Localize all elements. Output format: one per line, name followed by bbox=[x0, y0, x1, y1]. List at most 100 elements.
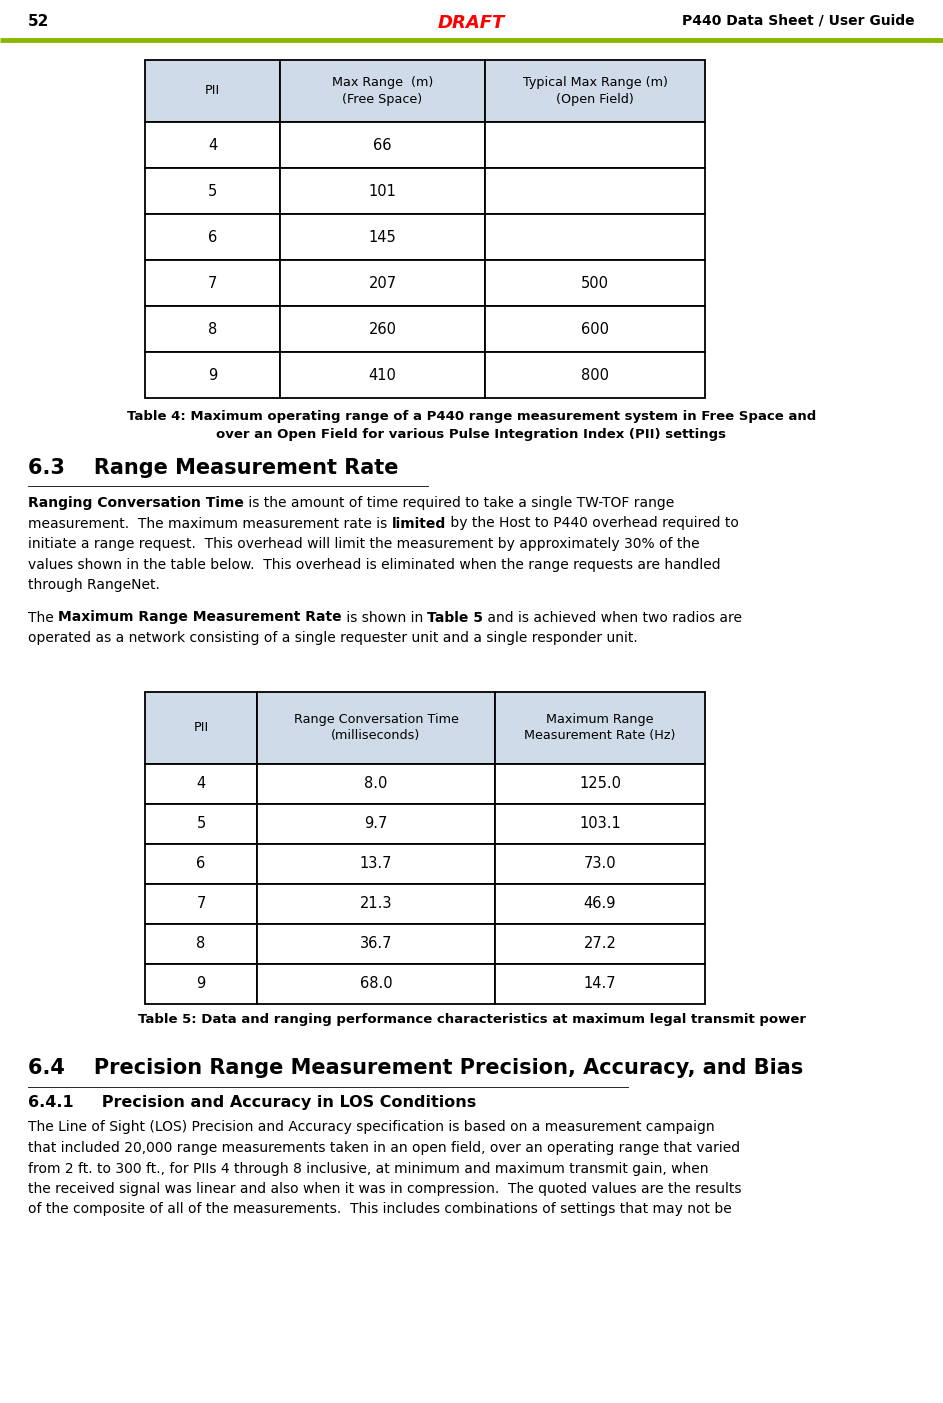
Text: initiate a range request.  This overhead will limit the measurement by approxima: initiate a range request. This overhead … bbox=[28, 537, 700, 551]
Text: 125.0: 125.0 bbox=[579, 776, 621, 791]
Bar bbox=[495, 804, 705, 843]
Text: 600: 600 bbox=[581, 321, 609, 337]
Text: 8: 8 bbox=[196, 936, 206, 951]
Text: Maximum Range
Measurement Rate (Hz): Maximum Range Measurement Rate (Hz) bbox=[524, 713, 676, 742]
Bar bbox=[495, 884, 705, 923]
Text: of the composite of all of the measurements.  This includes combinations of sett: of the composite of all of the measureme… bbox=[28, 1202, 732, 1216]
Bar bbox=[257, 964, 495, 1003]
Bar bbox=[280, 215, 485, 260]
Text: 6: 6 bbox=[196, 856, 206, 871]
Text: 6: 6 bbox=[207, 230, 217, 244]
Text: P440 Data Sheet / User Guide: P440 Data Sheet / User Guide bbox=[683, 14, 915, 28]
Text: 6.3    Range Measurement Rate: 6.3 Range Measurement Rate bbox=[28, 457, 399, 478]
Bar bbox=[495, 763, 705, 804]
Bar bbox=[280, 260, 485, 306]
Text: The Line of Sight (LOS) Precision and Accuracy specification is based on a measu: The Line of Sight (LOS) Precision and Ac… bbox=[28, 1121, 715, 1135]
Bar bbox=[485, 60, 705, 122]
Text: The: The bbox=[28, 610, 58, 624]
Bar bbox=[145, 215, 280, 260]
Text: and is achieved when two radios are: and is achieved when two radios are bbox=[484, 610, 742, 624]
Text: through RangeNet.: through RangeNet. bbox=[28, 578, 160, 592]
Bar bbox=[145, 884, 257, 923]
Text: 5: 5 bbox=[207, 184, 217, 198]
Text: PII: PII bbox=[193, 721, 208, 734]
Text: limited: limited bbox=[391, 516, 446, 530]
Text: 7: 7 bbox=[207, 275, 217, 290]
Bar bbox=[280, 168, 485, 215]
Text: 4: 4 bbox=[207, 137, 217, 153]
Text: PII: PII bbox=[205, 84, 220, 97]
Text: 8: 8 bbox=[207, 321, 217, 337]
Text: 410: 410 bbox=[369, 368, 396, 383]
Bar bbox=[485, 168, 705, 215]
Text: is the amount of time required to take a single TW-TOF range: is the amount of time required to take a… bbox=[244, 497, 674, 511]
Bar bbox=[257, 884, 495, 923]
Text: 9: 9 bbox=[207, 368, 217, 383]
Bar bbox=[257, 804, 495, 843]
Text: 8.0: 8.0 bbox=[364, 776, 388, 791]
Text: 4: 4 bbox=[196, 776, 206, 791]
Text: 800: 800 bbox=[581, 368, 609, 383]
Text: 9.7: 9.7 bbox=[364, 817, 388, 831]
Text: 68.0: 68.0 bbox=[359, 976, 392, 991]
Bar bbox=[495, 923, 705, 964]
Text: is shown in: is shown in bbox=[341, 610, 427, 624]
Text: 46.9: 46.9 bbox=[584, 897, 616, 911]
Text: Table 5: Data and ranging performance characteristics at maximum legal transmit : Table 5: Data and ranging performance ch… bbox=[138, 1013, 805, 1027]
Text: the received signal was linear and also when it was in compression.  The quoted : the received signal was linear and also … bbox=[28, 1181, 741, 1195]
Text: Max Range  (m)
(Free Space): Max Range (m) (Free Space) bbox=[332, 76, 433, 107]
Bar bbox=[495, 692, 705, 763]
Text: Typical Max Range (m)
(Open Field): Typical Max Range (m) (Open Field) bbox=[522, 76, 668, 107]
Text: 36.7: 36.7 bbox=[359, 936, 392, 951]
Bar bbox=[485, 215, 705, 260]
Bar bbox=[145, 168, 280, 215]
Bar bbox=[145, 843, 257, 884]
Text: 5: 5 bbox=[196, 817, 206, 831]
Bar bbox=[145, 60, 280, 122]
Text: 14.7: 14.7 bbox=[584, 976, 617, 991]
Bar bbox=[280, 352, 485, 398]
Text: 21.3: 21.3 bbox=[359, 897, 392, 911]
Bar bbox=[145, 804, 257, 843]
Bar bbox=[495, 843, 705, 884]
Bar bbox=[495, 964, 705, 1003]
Text: 66: 66 bbox=[373, 137, 391, 153]
Text: Range Conversation Time
(milliseconds): Range Conversation Time (milliseconds) bbox=[293, 713, 458, 742]
Bar bbox=[257, 763, 495, 804]
Text: 6.4    Precision Range Measurement Precision, Accuracy, and Bias: 6.4 Precision Range Measurement Precisio… bbox=[28, 1058, 803, 1079]
Text: 52: 52 bbox=[28, 14, 49, 29]
Text: 9: 9 bbox=[196, 976, 206, 991]
Bar bbox=[485, 306, 705, 352]
Text: Table 4: Maximum operating range of a P440 range measurement system in Free Spac: Table 4: Maximum operating range of a P4… bbox=[127, 410, 816, 441]
Text: 500: 500 bbox=[581, 275, 609, 290]
Text: 73.0: 73.0 bbox=[584, 856, 617, 871]
Text: Table 5: Table 5 bbox=[427, 610, 484, 624]
Text: 13.7: 13.7 bbox=[359, 856, 392, 871]
Bar bbox=[257, 692, 495, 763]
Text: 101: 101 bbox=[369, 184, 396, 198]
Bar bbox=[485, 352, 705, 398]
Bar bbox=[257, 923, 495, 964]
Bar bbox=[280, 306, 485, 352]
Text: Ranging Conversation Time: Ranging Conversation Time bbox=[28, 497, 244, 511]
Text: 27.2: 27.2 bbox=[584, 936, 617, 951]
Bar bbox=[145, 306, 280, 352]
Text: values shown in the table below.  This overhead is eliminated when the range req: values shown in the table below. This ov… bbox=[28, 557, 720, 571]
Text: Maximum Range Measurement Rate: Maximum Range Measurement Rate bbox=[58, 610, 341, 624]
Bar bbox=[145, 923, 257, 964]
Bar bbox=[257, 843, 495, 884]
Bar bbox=[280, 122, 485, 168]
Bar bbox=[145, 352, 280, 398]
Text: 103.1: 103.1 bbox=[579, 817, 620, 831]
Text: 6.4.1     Precision and Accuracy in LOS Conditions: 6.4.1 Precision and Accuracy in LOS Cond… bbox=[28, 1094, 476, 1110]
Text: 145: 145 bbox=[369, 230, 396, 244]
Text: from 2 ft. to 300 ft., for PIIs 4 through 8 inclusive, at minimum and maximum tr: from 2 ft. to 300 ft., for PIIs 4 throug… bbox=[28, 1162, 708, 1176]
Bar bbox=[485, 260, 705, 306]
Text: 7: 7 bbox=[196, 897, 206, 911]
Text: operated as a network consisting of a single requester unit and a single respond: operated as a network consisting of a si… bbox=[28, 631, 637, 645]
Bar bbox=[145, 260, 280, 306]
Bar bbox=[485, 122, 705, 168]
Text: that included 20,000 range measurements taken in an open field, over an operatin: that included 20,000 range measurements … bbox=[28, 1141, 740, 1155]
Text: 207: 207 bbox=[369, 275, 397, 290]
Text: 260: 260 bbox=[369, 321, 396, 337]
